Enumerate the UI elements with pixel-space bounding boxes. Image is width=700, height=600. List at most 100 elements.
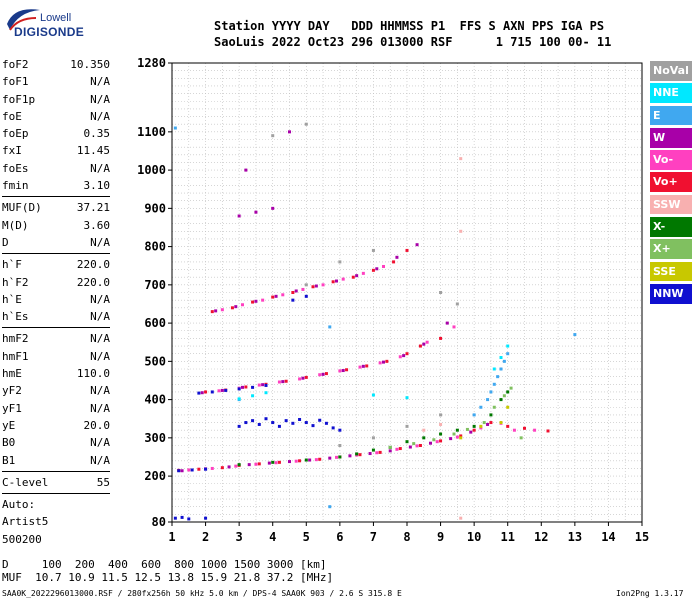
param-name: h`Es xyxy=(2,310,29,324)
param-row: hmF2 N/A xyxy=(2,330,110,347)
param-row: yF2 N/A xyxy=(2,382,110,399)
data-point xyxy=(237,397,241,401)
header-line-2: SaoLuis 2022 Oct23 296 013000 RSF 1 715 … xyxy=(214,35,612,49)
data-point xyxy=(345,368,349,372)
data-point xyxy=(432,438,436,442)
data-point xyxy=(251,300,255,304)
data-point xyxy=(388,445,392,449)
data-point xyxy=(519,436,523,440)
muf-row: MUF 10.7 10.9 11.5 12.5 13.8 15.9 21.8 3… xyxy=(2,571,334,584)
data-point xyxy=(291,421,295,425)
param-name: h`F2 xyxy=(2,275,29,289)
y-tick-label: 1000 xyxy=(137,163,166,177)
data-point xyxy=(422,436,426,440)
param-row: foEs N/A xyxy=(2,160,110,177)
data-point xyxy=(499,367,503,371)
data-point xyxy=(271,134,275,138)
data-point xyxy=(361,364,365,368)
data-point xyxy=(459,229,463,233)
param-value: N/A xyxy=(90,109,110,123)
data-point xyxy=(338,369,342,373)
data-point xyxy=(304,294,308,298)
param-value: 220.0 xyxy=(76,258,110,272)
data-point xyxy=(459,516,463,520)
param-row: B1 N/A xyxy=(2,452,110,469)
data-point xyxy=(398,447,402,451)
data-point xyxy=(405,352,409,356)
data-point xyxy=(459,157,463,161)
param-row: foEp 0.35 xyxy=(2,125,110,142)
param-row: foF1p N/A xyxy=(2,91,110,108)
data-point xyxy=(271,206,275,210)
chart-grid xyxy=(171,62,643,523)
data-point xyxy=(492,405,496,409)
data-point xyxy=(358,365,362,369)
data-point xyxy=(251,385,255,389)
param-value: N/A xyxy=(90,292,110,306)
y-tick-label: 500 xyxy=(144,354,166,368)
data-point xyxy=(304,458,308,462)
data-point xyxy=(210,466,214,470)
x-tick-label: 14 xyxy=(601,530,615,544)
x-tick-label: 15 xyxy=(635,530,649,544)
data-point xyxy=(408,445,412,449)
param-row: h`F2 220.0 xyxy=(2,274,110,291)
param-name: foF1p xyxy=(2,92,36,106)
data-point xyxy=(502,359,506,363)
data-point xyxy=(506,405,510,409)
data-point xyxy=(281,293,285,297)
x-tick-label: 6 xyxy=(336,530,343,544)
data-point xyxy=(314,458,318,462)
data-point xyxy=(298,459,302,463)
data-point xyxy=(415,243,419,247)
data-point xyxy=(459,434,463,438)
data-point xyxy=(365,364,369,368)
x-tick-label: 13 xyxy=(568,530,582,544)
data-point xyxy=(281,380,285,384)
data-point xyxy=(338,260,342,264)
panel-separator xyxy=(2,253,110,255)
y-tick-label: 400 xyxy=(144,393,166,407)
data-point xyxy=(180,515,184,519)
data-point xyxy=(241,385,244,389)
param-name: foEp xyxy=(2,127,29,141)
data-point xyxy=(214,309,218,313)
data-point xyxy=(254,462,258,466)
data-point xyxy=(237,424,241,428)
data-point xyxy=(499,398,503,402)
data-point xyxy=(294,459,298,463)
data-point xyxy=(371,448,375,452)
data-point xyxy=(318,457,322,461)
param-name: C-level xyxy=(2,475,49,489)
data-point xyxy=(382,264,385,268)
data-point xyxy=(405,424,409,428)
param-name: fmin xyxy=(2,179,29,193)
data-point xyxy=(321,372,325,376)
param-row: foE N/A xyxy=(2,108,110,125)
data-point xyxy=(244,421,248,425)
param-value: 110.0 xyxy=(76,367,110,381)
param-name: foEs xyxy=(2,161,29,175)
param-row: h`F 220.0 xyxy=(2,256,110,273)
data-point xyxy=(204,390,208,394)
param-value: 55 xyxy=(96,475,110,489)
data-point xyxy=(284,379,288,383)
data-point xyxy=(341,277,345,281)
legend-item: X- xyxy=(650,216,692,237)
data-point xyxy=(573,333,577,337)
data-point xyxy=(234,305,238,309)
param-row: M(D) 3.60 xyxy=(2,217,110,234)
param-value: N/A xyxy=(90,401,110,415)
param-row: foF2 10.350 xyxy=(2,56,110,73)
data-point xyxy=(224,388,228,392)
y-tick-label: 1280 xyxy=(137,56,166,70)
data-point xyxy=(173,126,177,130)
param-name: foF1 xyxy=(2,75,29,89)
data-point xyxy=(422,428,426,432)
param-value: 3.60 xyxy=(83,218,111,232)
param-name: yE xyxy=(2,418,16,432)
data-point xyxy=(506,424,510,428)
logo-text-top: Lowell xyxy=(40,12,72,24)
data-point xyxy=(274,294,278,298)
data-point xyxy=(190,468,194,472)
